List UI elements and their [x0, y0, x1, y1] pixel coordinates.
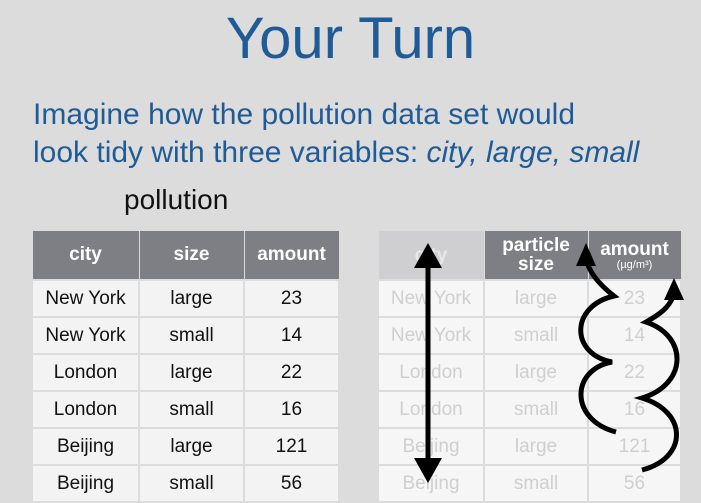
header-city: city — [377, 230, 485, 281]
cell-size: small — [483, 464, 589, 503]
cell-amount: 23 — [243, 279, 340, 318]
cell-size: small — [138, 390, 245, 429]
cell-city: Beijing — [377, 464, 485, 503]
table-row: London small 16 — [31, 390, 340, 429]
cell-amount: 56 — [243, 464, 340, 503]
cell-city: Beijing — [31, 464, 140, 503]
slide-title: Your Turn — [225, 6, 476, 71]
header-size: size — [138, 230, 245, 281]
table-row: London large 22 — [31, 353, 340, 392]
table-row: New York large 23 — [377, 279, 682, 318]
subtitle-line1: Imagine how the pollution data set would — [33, 98, 576, 131]
cell-amount: 22 — [587, 353, 682, 392]
cell-amount: 14 — [243, 316, 340, 355]
cell-size: small — [483, 316, 589, 355]
cell-city: Beijing — [31, 427, 140, 466]
header-amount-unit: (µg/m³) — [616, 258, 653, 271]
cell-amount: 121 — [243, 427, 340, 466]
cell-amount: 16 — [243, 390, 340, 429]
cell-amount: 121 — [587, 427, 682, 466]
header-city: city — [31, 230, 140, 281]
table-row: New York large 23 — [31, 279, 340, 318]
cell-size: large — [138, 279, 245, 318]
cell-amount: 14 — [587, 316, 682, 355]
cell-size: large — [483, 427, 589, 466]
header-row: city particle size amount (µg/m³) — [377, 230, 682, 281]
cell-size: small — [483, 390, 589, 429]
cell-city: Beijing — [377, 427, 485, 466]
header-particle-size: particle size — [483, 230, 589, 281]
cell-size: large — [483, 279, 589, 318]
header-amount: amount — [243, 230, 340, 281]
cell-amount: 22 — [243, 353, 340, 392]
table-row: London small 16 — [377, 390, 682, 429]
cell-size: small — [138, 464, 245, 503]
table-row: Beijing small 56 — [377, 464, 682, 503]
table-caption: pollution — [124, 184, 229, 215]
table-row: Beijing small 56 — [31, 464, 340, 503]
cell-city: New York — [31, 279, 140, 318]
cell-city: New York — [377, 279, 485, 318]
cell-size: large — [138, 427, 245, 466]
pollution-table: city size amount New York large 23 New Y… — [31, 230, 340, 503]
cell-city: London — [31, 353, 140, 392]
faded-pollution-table: city particle size amount (µg/m³) New Yo… — [377, 230, 682, 503]
header-amount: amount (µg/m³) — [587, 230, 682, 281]
cell-size: small — [138, 316, 245, 355]
header-row: city size amount — [31, 230, 340, 281]
slide-subtitle: Imagine how the pollution data set would… — [33, 96, 693, 172]
table-row: Beijing large 121 — [31, 427, 340, 466]
table-row: New York small 14 — [377, 316, 682, 355]
cell-city: London — [377, 390, 485, 429]
cell-size: large — [483, 353, 589, 392]
cell-amount: 56 — [587, 464, 682, 503]
cell-amount: 23 — [587, 279, 682, 318]
cell-city: New York — [31, 316, 140, 355]
table-row: Beijing large 121 — [377, 427, 682, 466]
cell-amount: 16 — [587, 390, 682, 429]
header-amount-label: amount — [600, 238, 669, 260]
subtitle-variables: city, large, small — [426, 136, 640, 169]
table-row: New York small 14 — [31, 316, 340, 355]
cell-city: London — [377, 353, 485, 392]
cell-city: New York — [377, 316, 485, 355]
subtitle-line2-prefix: look tidy with three variables: — [33, 136, 427, 169]
cell-size: large — [138, 353, 245, 392]
table-row: London large 22 — [377, 353, 682, 392]
cell-city: London — [31, 390, 140, 429]
